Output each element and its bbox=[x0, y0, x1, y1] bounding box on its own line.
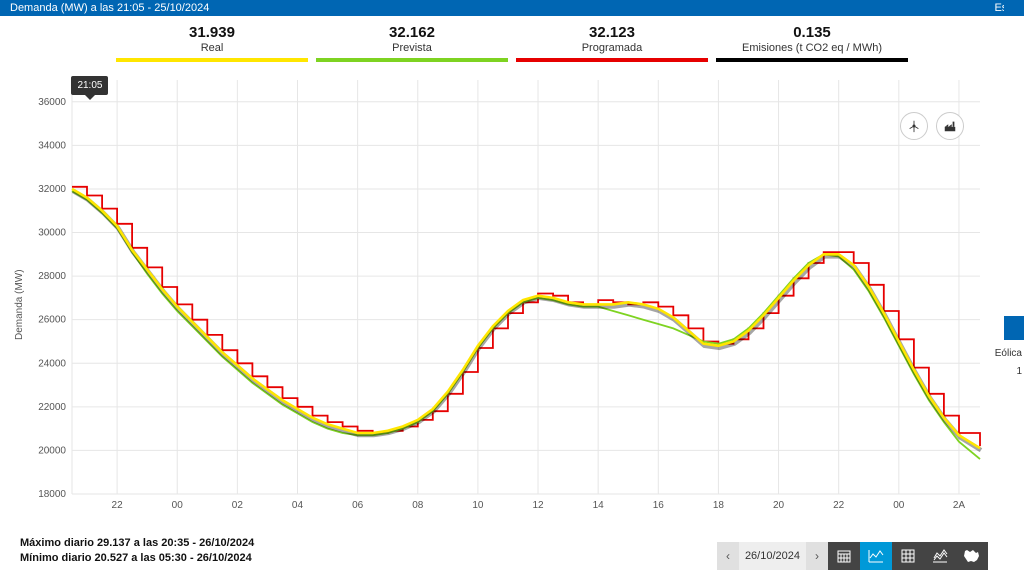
svg-text:06: 06 bbox=[352, 500, 364, 511]
chart-icon-buttons bbox=[900, 112, 964, 140]
legend-prevista-value: 32.162 bbox=[312, 24, 512, 41]
svg-text:34000: 34000 bbox=[38, 140, 66, 151]
svg-text:18: 18 bbox=[713, 500, 725, 511]
legend-real[interactable]: 31.939 Real bbox=[112, 24, 312, 62]
tooltip-text: 21:05 bbox=[77, 80, 102, 91]
chart-view-button[interactable] bbox=[860, 542, 892, 570]
svg-text:26000: 26000 bbox=[38, 315, 66, 326]
legend-programada-label: Programada bbox=[512, 42, 712, 54]
legend-real-value: 31.939 bbox=[112, 24, 312, 41]
legend-programada-swatch bbox=[516, 58, 708, 62]
svg-text:12: 12 bbox=[532, 500, 544, 511]
factory-icon[interactable] bbox=[936, 112, 964, 140]
legend-emisiones-swatch bbox=[716, 58, 908, 62]
svg-text:28000: 28000 bbox=[38, 271, 66, 282]
footer-stats: Máximo diario 29.137 a las 20:35 - 26/10… bbox=[20, 536, 254, 566]
legend-programada-value: 32.123 bbox=[512, 24, 712, 41]
svg-text:02: 02 bbox=[232, 500, 244, 511]
stacked-view-button[interactable] bbox=[924, 542, 956, 570]
svg-text:22: 22 bbox=[112, 500, 124, 511]
min-line: Mínimo diario 20.527 a las 05:30 - 26/10… bbox=[20, 551, 254, 566]
svg-text:00: 00 bbox=[893, 500, 905, 511]
svg-text:32000: 32000 bbox=[38, 184, 66, 195]
svg-text:22: 22 bbox=[833, 500, 845, 511]
max-line: Máximo diario 29.137 a las 20:35 - 26/10… bbox=[20, 536, 254, 551]
svg-text:00: 00 bbox=[172, 500, 184, 511]
svg-text:30000: 30000 bbox=[38, 228, 66, 239]
svg-text:04: 04 bbox=[292, 500, 304, 511]
side-label-2: 1 bbox=[1016, 366, 1022, 377]
legend-prevista-swatch bbox=[316, 58, 508, 62]
side-label-1: Eólica bbox=[995, 348, 1022, 359]
footer-controls: ‹ 26/10/2024 › bbox=[717, 542, 988, 570]
demand-chart[interactable]: 18000 20000 22000 24000 26000 28000 30000 32000… bbox=[20, 70, 990, 524]
svg-text:16: 16 bbox=[653, 500, 665, 511]
legend-prevista[interactable]: 32.162 Prevista bbox=[312, 24, 512, 62]
calendar-button[interactable] bbox=[828, 542, 860, 570]
legend-emisiones-label: Emisiones (t CO2 eq / MWh) bbox=[712, 42, 912, 54]
svg-text:10: 10 bbox=[472, 500, 484, 511]
next-date-button[interactable]: › bbox=[806, 542, 828, 570]
wind-icon[interactable] bbox=[900, 112, 928, 140]
chart-tooltip: 21:05 bbox=[71, 76, 108, 95]
current-date: 26/10/2024 bbox=[739, 550, 806, 562]
map-button[interactable] bbox=[956, 542, 988, 570]
header-title: Demanda (MW) a las 21:05 - 25/10/2024 bbox=[10, 0, 209, 16]
legend-emisiones-value: 0.135 bbox=[712, 24, 912, 41]
svg-text:2A: 2A bbox=[953, 500, 966, 511]
legend-real-label: Real bbox=[112, 42, 312, 54]
svg-text:24000: 24000 bbox=[38, 358, 66, 369]
legend-prevista-label: Prevista bbox=[312, 42, 512, 54]
svg-text:22000: 22000 bbox=[38, 402, 66, 413]
svg-text:36000: 36000 bbox=[38, 97, 66, 108]
svg-text:20: 20 bbox=[773, 500, 785, 511]
legend-real-swatch bbox=[116, 58, 308, 62]
svg-text:18000: 18000 bbox=[38, 489, 66, 500]
svg-text:20000: 20000 bbox=[38, 445, 66, 456]
legend-emisiones[interactable]: 0.135 Emisiones (t CO2 eq / MWh) bbox=[712, 24, 912, 62]
legend: 31.939 Real 32.162 Prevista 32.123 Progr… bbox=[0, 24, 1024, 62]
date-pager: ‹ 26/10/2024 › bbox=[717, 542, 828, 570]
table-view-button[interactable] bbox=[892, 542, 924, 570]
y-axis-label: Demanda (MW) bbox=[14, 269, 25, 340]
svg-text:08: 08 bbox=[412, 500, 424, 511]
legend-programada[interactable]: 32.123 Programada bbox=[512, 24, 712, 62]
prev-date-button[interactable]: ‹ bbox=[717, 542, 739, 570]
svg-text:14: 14 bbox=[593, 500, 605, 511]
header-bar: Demanda (MW) a las 21:05 - 25/10/2024 Es… bbox=[0, 0, 1024, 16]
